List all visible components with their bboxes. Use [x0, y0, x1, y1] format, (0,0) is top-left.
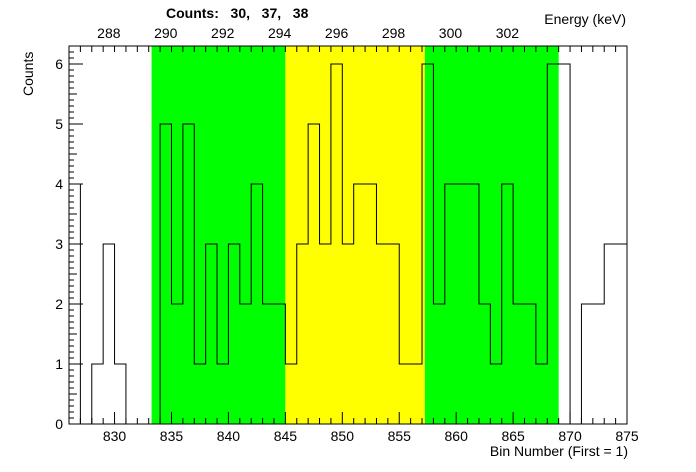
bottom-tick-label: 830 — [103, 428, 127, 444]
y-tick-label: 6 — [55, 56, 63, 72]
bottom-tick-label: 865 — [501, 428, 525, 444]
y-tick-label: 5 — [55, 116, 63, 132]
highlight-regions — [151, 46, 559, 424]
bottom-tick-label: 835 — [160, 428, 184, 444]
histogram-series-line — [69, 63, 627, 425]
top-axis: 288 290 292 294 296 298 300 302 — [79, 25, 617, 52]
top-tick-label: 294 — [268, 25, 292, 41]
region-2 — [285, 46, 425, 424]
bottom-tick-label: 870 — [558, 428, 582, 444]
top-axis-label: Energy (keV) — [544, 11, 626, 27]
y-tick-label: 3 — [55, 236, 63, 252]
top-tick-label: 288 — [97, 25, 121, 41]
left-axis: 0 1 2 3 4 5 6 — [55, 51, 83, 432]
top-tick-label: 300 — [439, 25, 463, 41]
y-tick-label: 0 — [55, 416, 63, 432]
top-tick-label: 296 — [325, 25, 349, 41]
y-tick-label: 1 — [55, 356, 63, 372]
chart-title: Counts: 30, 37, 38 — [166, 5, 309, 21]
bottom-axis: 830 835 840 845 850 855 860 865 870 875 — [68, 412, 639, 444]
y-axis-label: Counts — [20, 51, 36, 96]
top-tick-label: 298 — [382, 25, 406, 41]
bottom-tick-label: 840 — [217, 428, 241, 444]
top-tick-label: 292 — [211, 25, 235, 41]
plot-frame — [68, 45, 628, 425]
bottom-tick-label: 850 — [331, 428, 355, 444]
y-tick-label: 4 — [55, 176, 63, 192]
top-tick-label: 290 — [154, 25, 178, 41]
bottom-tick-label: 875 — [615, 428, 639, 444]
bottom-axis-label: Bin Number (First = 1) — [489, 443, 628, 459]
bottom-tick-label: 855 — [388, 428, 412, 444]
bottom-tick-label: 860 — [445, 428, 469, 444]
top-tick-label: 302 — [496, 25, 520, 41]
bottom-tick-label: 845 — [274, 428, 298, 444]
y-tick-label: 2 — [55, 296, 63, 312]
